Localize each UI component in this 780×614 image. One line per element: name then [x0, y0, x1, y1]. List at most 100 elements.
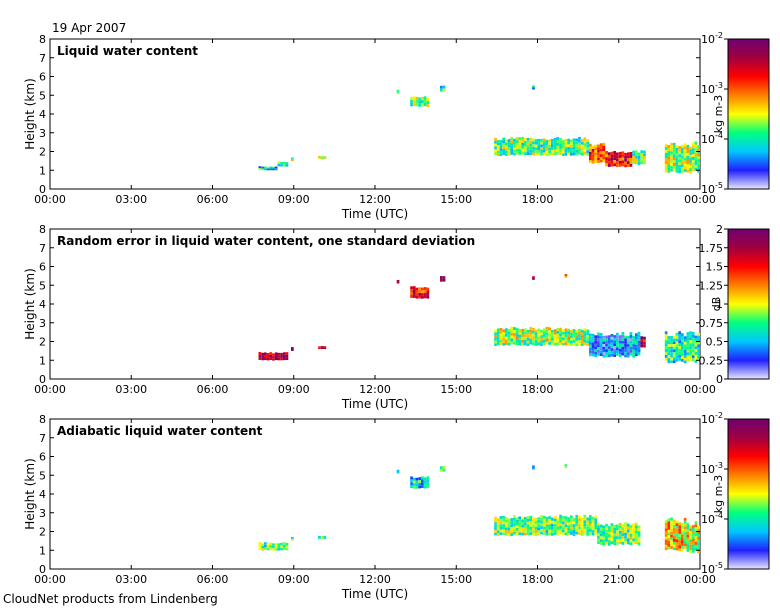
lwc-cell: [672, 165, 676, 169]
lwc-cell: [548, 139, 551, 143]
lwc-cell: [664, 163, 668, 167]
lwc-cell: [621, 157, 625, 161]
lwc-cell: [502, 152, 505, 155]
lwc-cell: [678, 354, 681, 358]
lwc-cell: [266, 543, 270, 546]
lwc-cell: [518, 143, 522, 146]
lwc-cell: [683, 151, 687, 155]
lwc-cell: [545, 142, 549, 146]
lwc-cell: [277, 352, 281, 356]
lwc-cell: [513, 531, 516, 535]
lwc-cell: [537, 339, 541, 343]
lwc-cell: [524, 334, 527, 337]
lwc-cell: [526, 140, 530, 144]
lwc-cell: [610, 350, 614, 354]
lwc-cell: [510, 151, 514, 155]
lwc-cell: [664, 155, 668, 159]
lwc-cell: [505, 339, 508, 343]
lwc-cell: [621, 154, 625, 158]
lwc-cell: [686, 335, 690, 338]
lwc-cell: [567, 147, 570, 150]
lwc-cell: [605, 523, 608, 527]
lwc-cell: [610, 538, 614, 542]
lwc-cell: [686, 355, 690, 359]
lwc-cell: [605, 351, 608, 355]
lwc-cell: [540, 343, 543, 346]
y-tick-label: 4: [39, 488, 46, 501]
lwc-cell: [426, 290, 430, 294]
lwc-cell: [667, 344, 671, 347]
lwc-cell: [277, 548, 281, 551]
lwc-cell: [689, 170, 692, 174]
lwc-cell: [510, 338, 514, 342]
lwc-cell: [694, 538, 698, 542]
lwc-cell: [643, 156, 646, 159]
lwc-cell: [610, 157, 614, 161]
lwc-cell: [670, 540, 673, 544]
lwc-cell: [442, 276, 446, 279]
colorbar-tick-label: 10-4: [701, 131, 723, 146]
lwc-cell: [591, 345, 595, 348]
x-tick-label: 09:00: [278, 573, 310, 586]
lwc-cell: [545, 335, 549, 339]
lwc-cell: [591, 519, 595, 523]
lwc-cell: [556, 336, 560, 340]
lwc-cell: [518, 337, 522, 341]
lwc-cell: [597, 538, 600, 542]
lwc-cell: [691, 541, 695, 545]
lwc-cell: [689, 533, 692, 537]
lwc-cell: [589, 157, 592, 160]
lwc-cell: [635, 541, 638, 544]
lwc-cell: [280, 355, 283, 358]
lwc-cell: [597, 344, 600, 347]
lwc-cell: [597, 530, 600, 534]
lwc-cell: [575, 335, 579, 338]
lwc-cell: [518, 329, 522, 332]
lwc-cell: [586, 152, 589, 156]
x-tick-label: 06:00: [197, 383, 229, 396]
lwc-cell: [670, 354, 673, 358]
lwc-cell: [494, 530, 497, 533]
lwc-cell: [697, 161, 700, 165]
lwc-cell: [670, 520, 673, 524]
lwc-cell: [269, 354, 273, 358]
lwc-cell: [618, 541, 622, 544]
lwc-cell: [410, 289, 413, 293]
colorbar-unit: kg m-3: [712, 95, 725, 134]
lwc-cell: [274, 543, 278, 546]
lwc-cell: [494, 332, 497, 336]
lwc-cell: [621, 160, 625, 164]
lwc-cell: [691, 159, 695, 163]
lwc-cell: [266, 353, 270, 356]
lwc-cell: [556, 526, 560, 530]
lwc-cell: [672, 344, 676, 347]
lwc-cell: [505, 517, 508, 520]
lwc-cell: [545, 516, 549, 520]
lwc-cell: [697, 344, 700, 348]
lwc-cell: [681, 353, 684, 357]
lwc-cell: [266, 357, 270, 361]
lwc-cell: [540, 335, 543, 338]
lwc-cell: [640, 336, 644, 340]
lwc-cell: [418, 103, 421, 107]
lwc-cell: [556, 523, 560, 527]
lwc-cell: [597, 525, 600, 528]
lwc-cell: [610, 353, 614, 357]
colorbar-tick-label: 1.75: [699, 242, 724, 255]
lwc-cell: [675, 147, 679, 151]
lwc-cell: [613, 530, 616, 534]
lwc-cell: [507, 521, 511, 525]
lwc-cell: [683, 341, 687, 345]
lwc-cell: [266, 355, 270, 358]
lwc-cell: [694, 541, 698, 545]
lwc-cell: [572, 144, 576, 147]
lwc-cell: [691, 530, 695, 534]
lwc-cell: [637, 155, 641, 159]
lwc-cell: [578, 145, 581, 149]
lwc-cell: [632, 338, 635, 342]
lwc-cell: [594, 157, 598, 161]
lwc-cell: [589, 347, 592, 351]
lwc-cell: [670, 546, 673, 549]
lwc-cell: [559, 152, 562, 155]
lwc-cell: [264, 354, 267, 358]
